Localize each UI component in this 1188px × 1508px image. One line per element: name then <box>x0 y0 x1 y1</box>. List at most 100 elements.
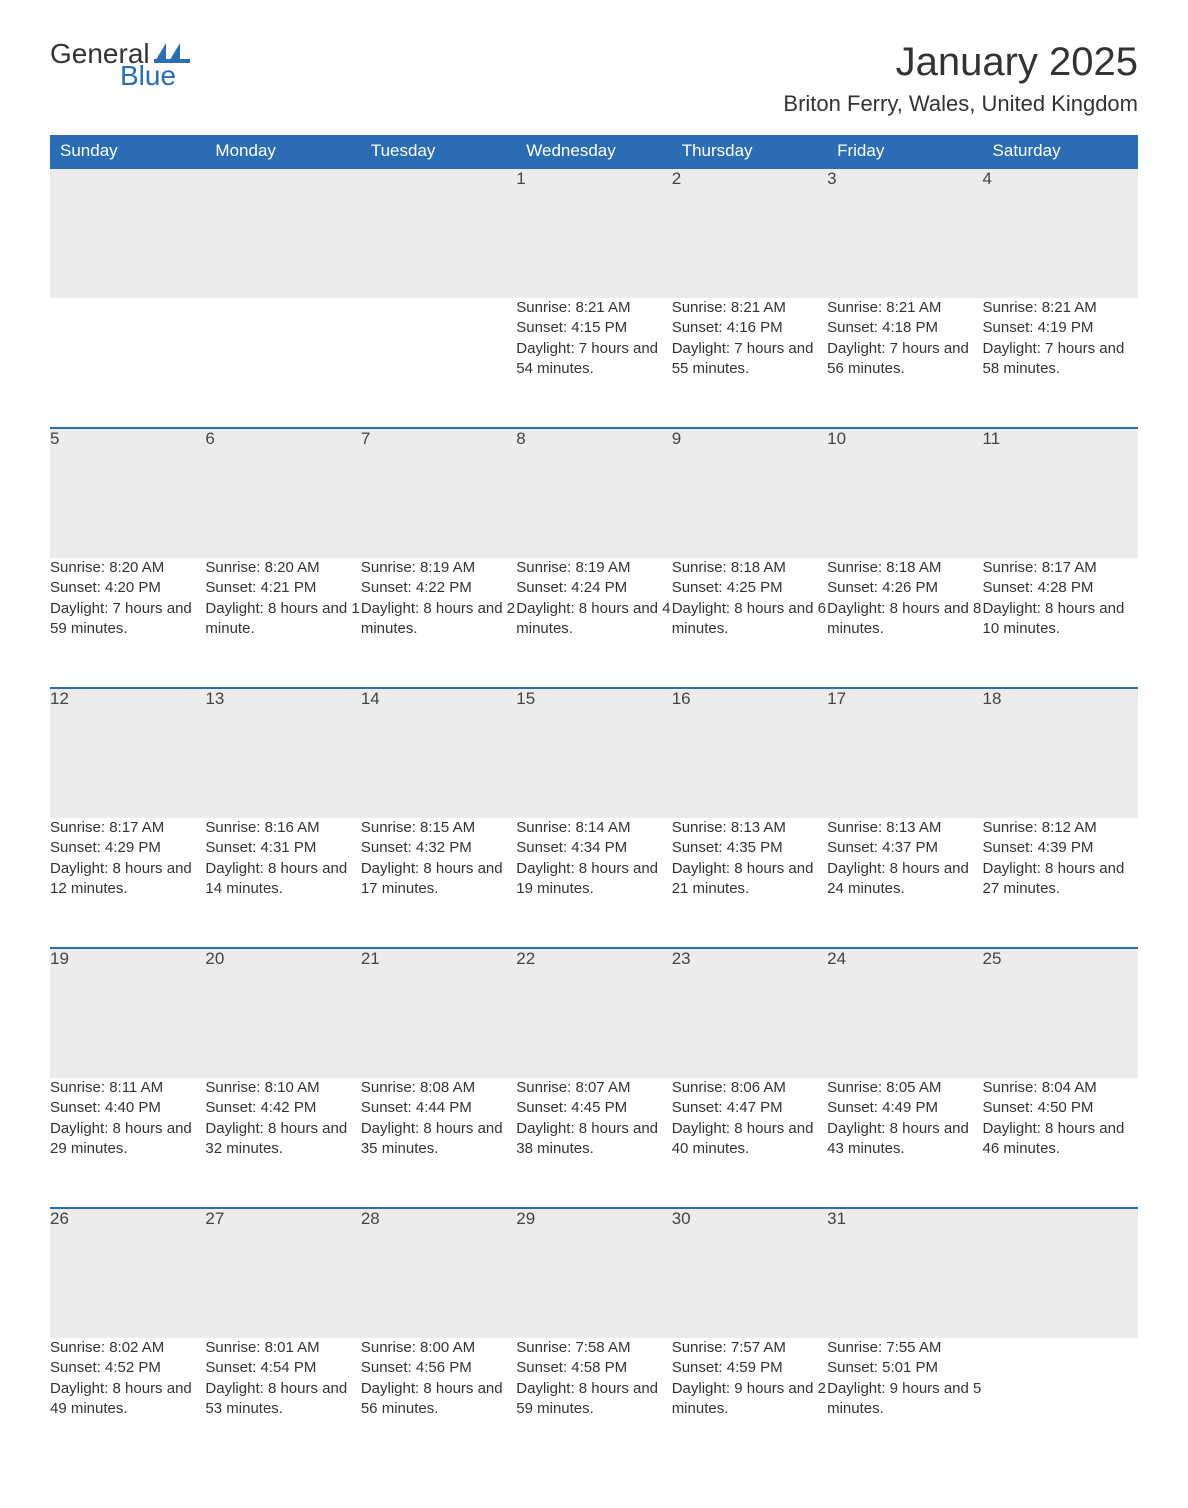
weekday-header: Tuesday <box>361 135 516 168</box>
day-detail: Sunrise: 8:21 AMSunset: 4:15 PMDaylight:… <box>516 298 671 428</box>
sunset-line: Sunset: 4:20 PM <box>50 578 205 598</box>
sunset-line: Sunset: 4:39 PM <box>983 838 1138 858</box>
day-detail: Sunrise: 8:04 AMSunset: 4:50 PMDaylight:… <box>983 1078 1138 1208</box>
empty-day-number <box>983 1208 1138 1338</box>
sunrise-line: Sunrise: 8:11 AM <box>50 1078 205 1098</box>
sunset-line: Sunset: 4:52 PM <box>50 1358 205 1378</box>
day-number: 13 <box>205 688 360 818</box>
weekday-header: Friday <box>827 135 982 168</box>
day-number: 1 <box>516 168 671 298</box>
sunset-line: Sunset: 5:01 PM <box>827 1358 982 1378</box>
sunrise-line: Sunrise: 8:00 AM <box>361 1338 516 1358</box>
day-number-row: 1234 <box>50 168 1138 298</box>
sunrise-line: Sunrise: 8:15 AM <box>361 818 516 838</box>
daylight-line: Daylight: 8 hours and 1 minute. <box>205 599 360 640</box>
header-region: General Blue January 2025 Briton Ferry, … <box>50 40 1138 117</box>
sunset-line: Sunset: 4:28 PM <box>983 578 1138 598</box>
day-number: 6 <box>205 428 360 558</box>
sunset-line: Sunset: 4:25 PM <box>672 578 827 598</box>
sunrise-line: Sunrise: 8:19 AM <box>361 558 516 578</box>
day-detail: Sunrise: 7:57 AMSunset: 4:59 PMDaylight:… <box>672 1338 827 1468</box>
weekday-header: Thursday <box>672 135 827 168</box>
empty-day-number <box>50 168 205 298</box>
day-detail-row: Sunrise: 8:20 AMSunset: 4:20 PMDaylight:… <box>50 558 1138 688</box>
sunrise-line: Sunrise: 8:14 AM <box>516 818 671 838</box>
day-detail: Sunrise: 8:06 AMSunset: 4:47 PMDaylight:… <box>672 1078 827 1208</box>
day-detail: Sunrise: 8:17 AMSunset: 4:28 PMDaylight:… <box>983 558 1138 688</box>
day-number: 20 <box>205 948 360 1078</box>
sunrise-line: Sunrise: 8:06 AM <box>672 1078 827 1098</box>
day-detail: Sunrise: 8:15 AMSunset: 4:32 PMDaylight:… <box>361 818 516 948</box>
sunset-line: Sunset: 4:24 PM <box>516 578 671 598</box>
daylight-line: Daylight: 8 hours and 38 minutes. <box>516 1119 671 1160</box>
sunset-line: Sunset: 4:34 PM <box>516 838 671 858</box>
day-number: 25 <box>983 948 1138 1078</box>
sunrise-line: Sunrise: 7:57 AM <box>672 1338 827 1358</box>
sunset-line: Sunset: 4:18 PM <box>827 318 982 338</box>
day-detail-row: Sunrise: 8:17 AMSunset: 4:29 PM Daylight:… <box>50 818 1138 948</box>
sunset-line: Sunset: 4:21 PM <box>205 578 360 598</box>
day-number-row: 19202122232425 <box>50 948 1138 1078</box>
daylight-line: Daylight: 8 hours and 59 minutes. <box>516 1379 671 1420</box>
sunset-line: Sunset: 4:50 PM <box>983 1098 1138 1118</box>
daylight-line: Daylight: 8 hours and 2 minutes. <box>361 599 516 640</box>
sunset-line: Sunset: 4:59 PM <box>672 1358 827 1378</box>
sunrise-line: Sunrise: 8:01 AM <box>205 1338 360 1358</box>
sunrise-line: Sunrise: 7:55 AM <box>827 1338 982 1358</box>
daylight-line: Daylight: 9 hours and 2 minutes. <box>672 1379 827 1420</box>
sunset-line: Sunset: 4:15 PM <box>516 318 671 338</box>
weekday-header: Wednesday <box>516 135 671 168</box>
day-detail: Sunrise: 8:21 AMSunset: 4:19 PMDaylight:… <box>983 298 1138 428</box>
daylight-line: Daylight: 8 hours and 6 minutes. <box>672 599 827 640</box>
sunrise-line: Sunrise: 8:21 AM <box>827 298 982 318</box>
daylight-line: Daylight: 8 hours and 35 minutes. <box>361 1119 516 1160</box>
daylight-line: Daylight: 8 hours and 24 minutes. <box>827 859 982 900</box>
day-number: 28 <box>361 1208 516 1338</box>
sunrise-line: Sunrise: 8:19 AM <box>516 558 671 578</box>
sunset-line: Sunset: 4:44 PM <box>361 1098 516 1118</box>
day-detail: Sunrise: 8:13 AMSunset: 4:35 PMDaylight:… <box>672 818 827 948</box>
sunrise-line: Sunrise: 8:07 AM <box>516 1078 671 1098</box>
day-detail: Sunrise: 8:10 AMSunset: 4:42 PMDaylight:… <box>205 1078 360 1208</box>
sunrise-line: Sunrise: 8:13 AM <box>672 818 827 838</box>
sunset-line: Sunset: 4:56 PM <box>361 1358 516 1378</box>
daylight-line: Daylight: 7 hours and 54 minutes. <box>516 339 671 380</box>
sunrise-line: Sunrise: 8:20 AM <box>205 558 360 578</box>
day-detail: Sunrise: 7:55 AMSunset: 5:01 PMDaylight:… <box>827 1338 982 1468</box>
day-detail-row: Sunrise: 8:21 AMSunset: 4:15 PMDaylight:… <box>50 298 1138 428</box>
daylight-line: Daylight: 9 hours and 5 minutes. <box>827 1379 982 1420</box>
sunset-line: Sunset: 4:22 PM <box>361 578 516 598</box>
day-detail: Sunrise: 8:00 AMSunset: 4:56 PMDaylight:… <box>361 1338 516 1468</box>
day-number: 8 <box>516 428 671 558</box>
sunrise-line: Sunrise: 8:08 AM <box>361 1078 516 1098</box>
daylight-line: Daylight: 8 hours and 40 minutes. <box>672 1119 827 1160</box>
sunrise-line: Sunrise: 8:10 AM <box>205 1078 360 1098</box>
day-number-row: 567891011 <box>50 428 1138 558</box>
day-detail-row: Sunrise: 8:11 AMSunset: 4:40 PMDaylight:… <box>50 1078 1138 1208</box>
daylight-line: Daylight: 8 hours and 8 minutes. <box>827 599 982 640</box>
empty-day-detail <box>205 298 360 428</box>
day-detail: Sunrise: 8:18 AMSunset: 4:25 PMDaylight:… <box>672 558 827 688</box>
empty-day-detail <box>361 298 516 428</box>
day-detail: Sunrise: 8:18 AMSunset: 4:26 PMDaylight:… <box>827 558 982 688</box>
day-number: 15 <box>516 688 671 818</box>
daylight-line: Daylight: 8 hours and 32 minutes. <box>205 1119 360 1160</box>
day-detail: Sunrise: 8:20 AMSunset: 4:21 PMDaylight:… <box>205 558 360 688</box>
day-number-row: 262728293031 <box>50 1208 1138 1338</box>
day-detail: Sunrise: 8:17 AMSunset: 4:29 PMDaylight:… <box>50 818 205 948</box>
sunset-line: Sunset: 4:29 PM <box>50 838 205 858</box>
sunset-line: Sunset: 4:19 PM <box>983 318 1138 338</box>
sunrise-line: Sunrise: 8:05 AM <box>827 1078 982 1098</box>
sunrise-line: Sunrise: 8:17 AM <box>50 818 205 838</box>
calendar-table: SundayMondayTuesdayWednesdayThursdayFrid… <box>50 135 1138 1468</box>
daylight-line: Daylight: 8 hours and 46 minutes. <box>983 1119 1138 1160</box>
weekday-header: Sunday <box>50 135 205 168</box>
sunset-line: Sunset: 4:45 PM <box>516 1098 671 1118</box>
sunset-line: Sunset: 4:26 PM <box>827 578 982 598</box>
sunrise-line: Sunrise: 8:21 AM <box>672 298 827 318</box>
day-number: 5 <box>50 428 205 558</box>
day-detail: Sunrise: 8:20 AMSunset: 4:20 PMDaylight:… <box>50 558 205 688</box>
daylight-line: Daylight: 8 hours and 49 minutes. <box>50 1379 205 1420</box>
daylight-line: Daylight: 8 hours and 17 minutes. <box>361 859 516 900</box>
daylight-line: Daylight: 8 hours and 53 minutes. <box>205 1379 360 1420</box>
